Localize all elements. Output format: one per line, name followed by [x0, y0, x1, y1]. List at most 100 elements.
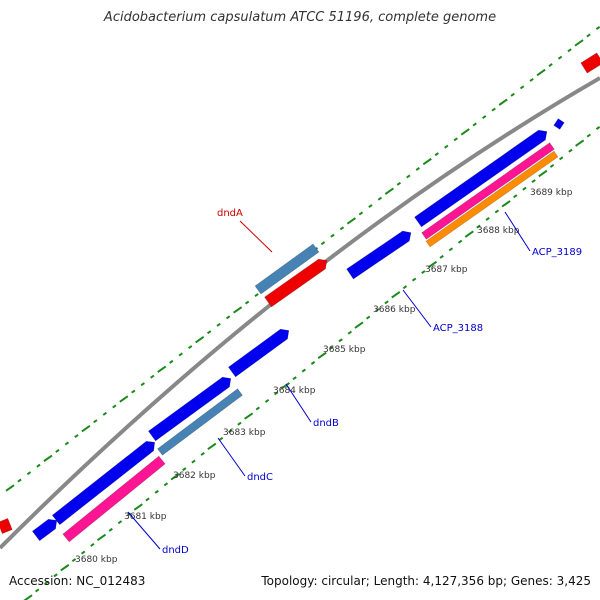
inner-tick-mark — [457, 239, 463, 244]
inner-tick-mark — [182, 467, 187, 472]
inner-tick-mark — [476, 224, 481, 229]
gene-label-leader — [402, 289, 432, 328]
outer-tick-mark — [93, 419, 98, 424]
tick-label: 3685 kbp — [323, 345, 366, 355]
inner-tick-mark — [595, 126, 600, 130]
inner-tick-mark — [264, 398, 270, 403]
inner-tick-mark — [191, 459, 196, 464]
outer-tick-mark — [453, 137, 458, 142]
gene-label-dndD: dndD — [162, 545, 189, 556]
outer-tick-mark — [557, 55, 563, 60]
outer-tick-mark — [233, 306, 243, 314]
gene-arrow-small — [553, 118, 565, 130]
inner-tick-mark — [439, 254, 444, 259]
outer-tick-mark — [26, 471, 32, 476]
tick-label: 3684 kbp — [273, 386, 316, 396]
inner-tick-mark — [23, 594, 33, 600]
feature-bar-pink — [421, 142, 555, 240]
gene-label-leader — [504, 211, 531, 252]
tick-label: 3681 kbp — [124, 512, 167, 522]
outer-tick-mark — [567, 48, 572, 53]
outer-tick-mark — [368, 204, 373, 209]
outer-tick-mark — [595, 26, 600, 30]
inner-tick-mark — [365, 315, 371, 320]
inner-tick-mark — [501, 200, 511, 208]
outer-tick-mark — [140, 382, 145, 387]
gene-arrow-ACP_3188 — [346, 230, 412, 280]
inner-tick-mark — [163, 482, 169, 487]
gene-arrow-dndD-cds — [51, 440, 156, 526]
inner-tick-mark — [586, 133, 591, 138]
inner-tick-mark — [108, 527, 113, 532]
inner-tick-mark — [559, 156, 564, 161]
outer-tick-mark — [434, 152, 439, 157]
inner-tick-mark — [90, 542, 95, 547]
inner-tick-mark — [274, 391, 279, 396]
outer-tick-mark — [396, 181, 402, 186]
outer-tick-mark — [519, 85, 525, 90]
gene-label-leader — [285, 383, 312, 423]
gene-label-dndA: dndA — [217, 208, 243, 219]
outer-tick-mark — [358, 211, 364, 216]
outer-tick-mark — [415, 167, 420, 171]
inner-tick-mark — [549, 163, 555, 168]
genome-title: Acidobacterium capsulatum ATCC 51196, co… — [103, 10, 497, 25]
inner-tick-mark — [301, 368, 306, 373]
outer-tick-mark — [112, 404, 117, 409]
outer-tick-mark — [17, 478, 22, 483]
outer-tick-mark — [55, 448, 60, 453]
outer-tick-mark — [406, 174, 411, 179]
outer-tick-mark — [131, 389, 136, 394]
inner-tick-mark — [170, 473, 180, 481]
inner-tick-mark — [494, 209, 500, 214]
inner-tick-mark — [354, 321, 364, 329]
feature-bar-dndC — [157, 388, 243, 456]
outer-tick-mark — [346, 217, 356, 225]
inner-tick-mark — [145, 497, 150, 502]
inner-tick-mark — [218, 436, 224, 441]
genome-summary: Topology: circular; Length: 4,127,356 bp… — [261, 574, 591, 588]
gene-arrow-red — [580, 52, 600, 74]
outer-tick-mark — [444, 144, 449, 149]
gene-label-dndC: dndC — [247, 472, 273, 483]
outer-tick-mark — [460, 128, 470, 136]
inner-tick-mark — [402, 285, 408, 290]
inner-tick-mark — [485, 217, 490, 221]
outer-tick-mark — [216, 322, 221, 327]
outer-tick-mark — [225, 315, 231, 320]
gene-arrow-dndC-cds — [148, 376, 232, 442]
genome-backbone — [0, 76, 600, 550]
tick-label: 3688 kbp — [477, 226, 520, 236]
inner-tick-mark — [200, 452, 205, 456]
gene-label-leader — [217, 437, 246, 477]
outer-tick-mark — [5, 484, 15, 492]
tick-label: 3680 kbp — [75, 555, 118, 565]
outer-tick-mark — [339, 226, 345, 231]
gene-label-ACP_3189: ACP_3189 — [532, 247, 582, 258]
outer-tick-mark — [482, 115, 487, 119]
inner-tick-mark — [347, 330, 352, 335]
outer-tick-mark — [574, 39, 584, 47]
inner-tick-mark — [244, 412, 254, 420]
gene-arrow-dndA-red — [264, 258, 328, 308]
outer-tick-mark — [548, 63, 553, 68]
outer-tick-mark — [498, 98, 508, 106]
inner-tick-mark — [280, 382, 290, 390]
outer-tick-mark — [119, 395, 129, 403]
inner-tick-mark — [411, 277, 417, 282]
inner-tick-mark — [384, 300, 389, 305]
outer-tick-mark — [377, 196, 383, 201]
inner-tick-mark — [117, 520, 123, 525]
outer-tick-mark — [586, 33, 591, 38]
inner-tick-mark — [80, 550, 86, 555]
inner-tick-mark — [531, 179, 536, 184]
inner-tick-mark — [44, 580, 49, 585]
inner-tick-mark — [427, 260, 438, 269]
outer-tick-mark — [178, 352, 183, 357]
inner-tick-mark — [391, 291, 401, 299]
inner-tick-mark — [255, 406, 261, 411]
inner-tick-mark — [522, 186, 527, 191]
tick-label: 3683 kbp — [223, 428, 266, 438]
inner-tick-mark — [154, 489, 159, 494]
